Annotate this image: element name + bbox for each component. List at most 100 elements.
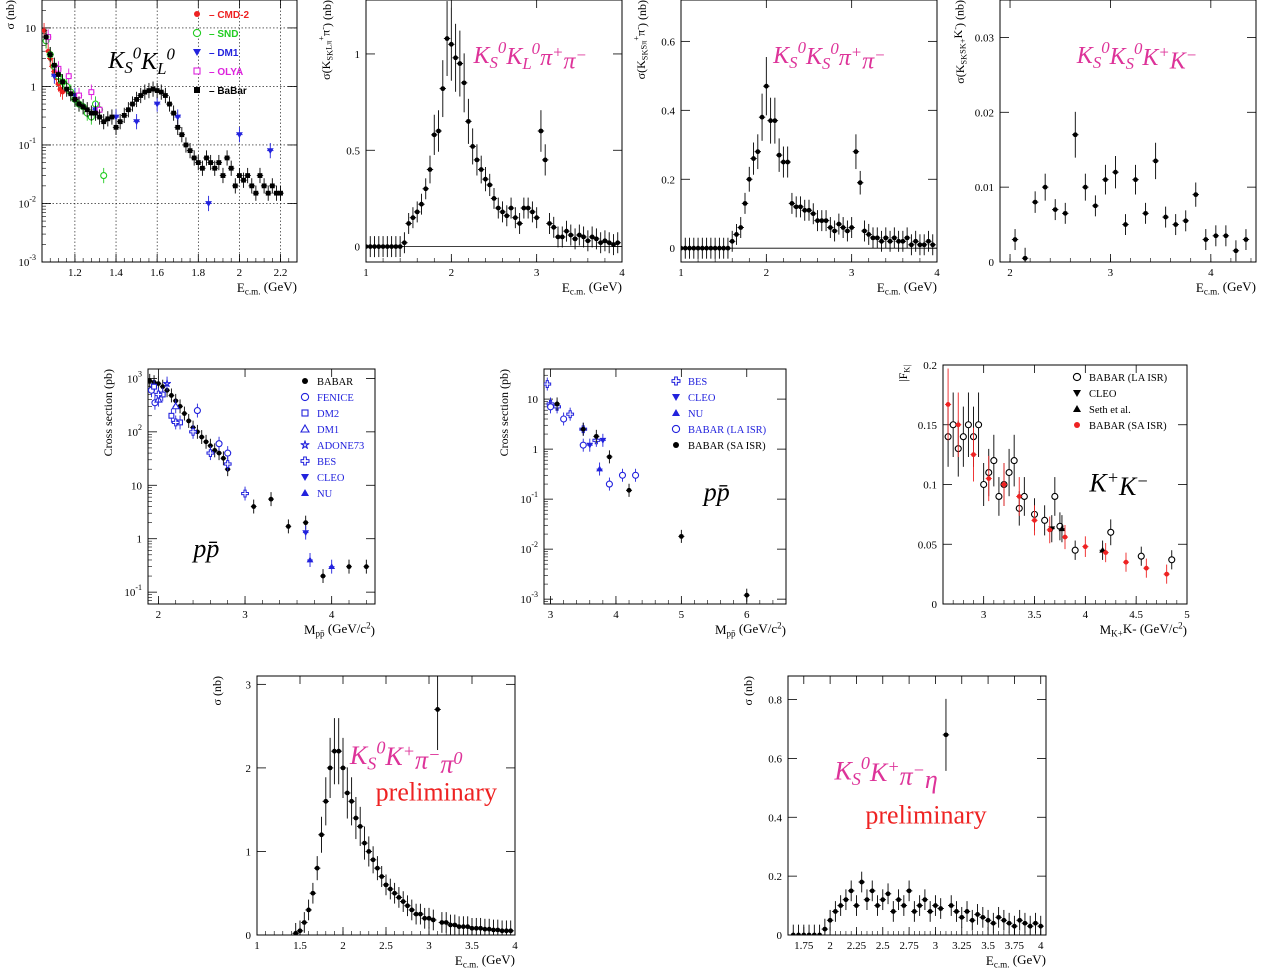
data-point [862,228,867,234]
data-point [88,89,95,96]
data-point [375,865,380,871]
data-point [806,932,812,935]
data-point [301,920,307,925]
x-tick-label: 1.2 [68,267,82,279]
data-point [866,232,872,237]
data-point [534,215,540,221]
data-point [568,232,574,238]
chart-annotation: pp̄ [702,478,730,507]
data-point [632,471,640,479]
data-point [793,204,799,210]
data-point [400,899,406,904]
data-point [199,434,205,440]
legend: BABAR FENICE DM2 DM1 ADONE73 BES CLEO NU [300,377,364,500]
data-point [370,857,376,863]
data-point [917,242,923,248]
data-point [836,221,842,227]
data-point [1072,132,1078,138]
data-point [224,155,230,161]
series-1 [790,698,1044,935]
data-point [1017,917,1023,923]
data-point [802,207,808,213]
data-point [980,480,988,489]
y-tick-label: 102 [127,423,142,439]
data-point [466,118,471,124]
y-tick-label: 10-3 [18,253,36,269]
data-point [470,144,476,149]
x-tick-label: 1.4 [109,267,123,279]
data-point [1062,210,1068,216]
chart-panel-2: 1 2 3 4 0 0.5 1 Ec.m.​ (GeV) σ(KSK​Lπ​+​π-​) (nb… [317,0,625,297]
data-point [927,909,933,914]
data-point [986,476,992,481]
data-point [397,244,403,249]
data-point [594,236,599,242]
legend-marker [192,28,202,38]
data-point [491,196,497,201]
series-5 [554,397,750,602]
data-point [257,173,263,178]
y-tick-label: 0.01 [975,182,994,194]
data-point [155,381,161,386]
data-point [579,441,587,449]
legend-label: ADONE73 [317,441,364,452]
x-tick-label: 3 [242,609,248,621]
data-point [551,224,557,230]
data-point [547,221,552,226]
data-point [838,903,844,908]
chart-panel-6: 3 4 5 6 10-3 10-2 10-1 1 10 Mpp̄​ (GeV/c2​) Cross … [497,368,787,639]
data-point [901,903,907,908]
data-point [971,452,976,458]
data-point [478,167,484,172]
legend-label: Seth et al. [1089,405,1131,416]
data-point [228,165,234,171]
data-point [163,379,172,388]
data-point [153,101,161,108]
data-point [599,437,607,444]
data-point [589,234,595,240]
data-point [379,874,385,879]
chart-annotation: K+​K−​ [1088,467,1148,501]
legend-label: BABAR [317,377,353,388]
data-point [1213,233,1219,239]
data-point [191,155,197,161]
x-tick-label: 4 [329,609,335,621]
data-point [42,28,47,33]
data-point [682,245,688,251]
series-1 [366,1,621,258]
data-point [413,911,419,917]
data-point [975,911,980,917]
legend-label: – OLYA [209,67,243,78]
data-point [525,205,531,211]
legend: – CMD-2 – SND – DM1 – OLYA – BaBar [192,10,249,97]
data-layer [292,676,514,935]
data-point [237,173,242,178]
data-point [1010,457,1018,465]
data-point [113,124,119,130]
data-point [193,407,201,415]
data-point [581,234,586,240]
data-point [168,412,175,419]
data-point [327,765,333,771]
plot-frame [787,675,1047,936]
series-2 [586,433,607,452]
data-point [491,927,496,933]
y-axis-label: Cross section (pb) [497,369,511,456]
y-tick-label: 0.03 [975,32,995,44]
data-point [564,228,569,234]
data-point [845,228,850,234]
data-point [695,245,701,251]
data-point [142,89,148,95]
data-point [117,119,123,125]
x-tick-label: 5 [1184,609,1190,621]
data-point [832,909,838,914]
data-point [486,926,492,932]
data-point [1033,920,1038,926]
data-point [1041,516,1049,524]
legend-marker [194,11,200,17]
y-tick-label: 0.2 [768,871,782,883]
data-point [729,238,735,244]
x-axis-label: Ec.m.​ (GeV) [986,952,1046,970]
data-point [521,205,527,211]
data-layer [681,57,936,259]
